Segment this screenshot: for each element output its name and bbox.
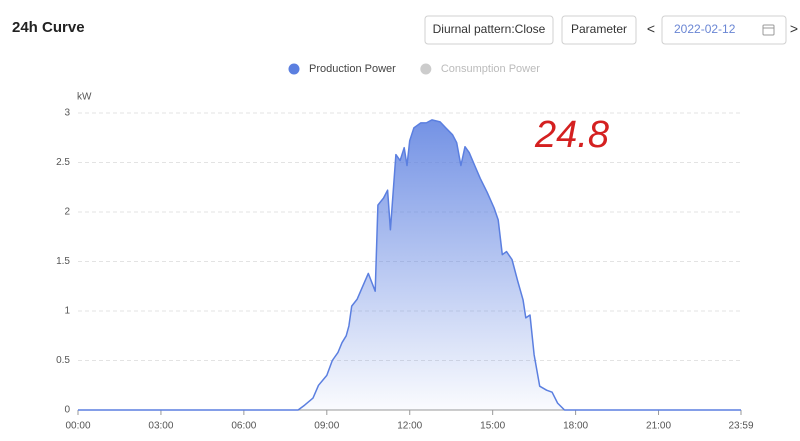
x-tick-label: 06:00 xyxy=(231,421,256,432)
x-tick-label: 15:00 xyxy=(480,421,505,432)
calendar-icon xyxy=(762,24,775,36)
date-value[interactable]: 2022-02-12 xyxy=(674,22,736,36)
series-line xyxy=(78,119,741,411)
legend-marker[interactable] xyxy=(288,63,300,75)
x-tick-label: 21:00 xyxy=(646,421,671,432)
x-tick-label: 09:00 xyxy=(314,421,339,432)
x-tick-label: 12:00 xyxy=(397,421,422,432)
y-tick-label: 3 xyxy=(64,108,70,119)
area-fill xyxy=(78,119,741,411)
next-day[interactable]: > xyxy=(790,21,798,37)
y-tick-label: 0 xyxy=(64,405,70,416)
button-label[interactable]: Diurnal pattern:Close xyxy=(433,22,546,36)
page-title: 24h Curve xyxy=(12,19,85,36)
x-tick-label: 00:00 xyxy=(65,421,90,432)
button-label[interactable]: Parameter xyxy=(571,22,627,36)
legend-label[interactable]: Production Power xyxy=(309,63,396,75)
legend-label[interactable]: Consumption Power xyxy=(441,63,540,75)
handwritten-annotation: 24.8 xyxy=(534,114,609,156)
date-picker[interactable]: 2022-02-12 xyxy=(661,15,787,45)
legend-marker[interactable] xyxy=(420,63,432,75)
y-tick-label: 2.5 xyxy=(56,157,70,168)
y-tick-label: 1 xyxy=(64,306,70,317)
y-tick-label: 0.5 xyxy=(56,355,70,366)
y-tick-label: 2 xyxy=(64,207,70,218)
prev-day[interactable]: < xyxy=(647,21,655,37)
y-axis-label: kW xyxy=(77,92,92,103)
y-tick-label: 1.5 xyxy=(56,256,70,267)
diurnal-button[interactable]: Diurnal pattern:Close xyxy=(424,15,554,45)
x-tick-label: 03:00 xyxy=(148,421,173,432)
x-tick-label: 23:59 xyxy=(728,421,753,432)
parameter-button[interactable]: Parameter xyxy=(561,15,637,45)
x-tick-label: 18:00 xyxy=(563,421,588,432)
